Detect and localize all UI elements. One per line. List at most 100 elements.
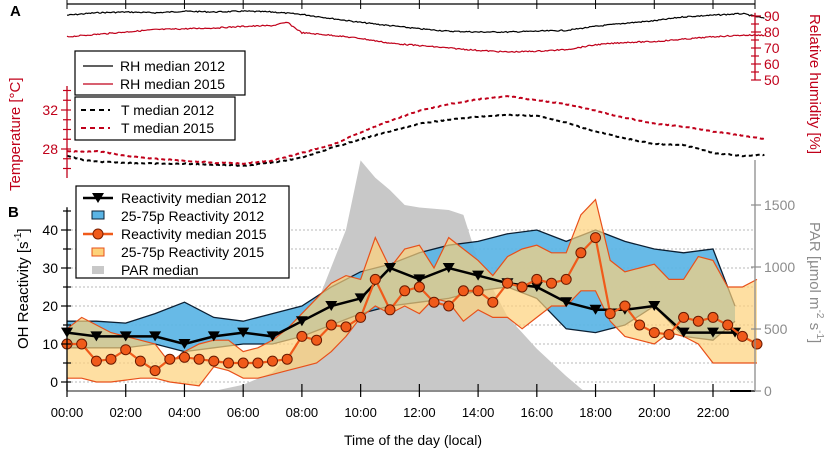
panel-b-axes: 0 10 20 30 40 00:00 02:00 04:00 06:00 08:00 10:00 1… [42,160,795,420]
median-2015-marker [355,311,367,323]
median-2012-marker [354,293,367,304]
median-2015-marker [179,351,190,363]
median-2012-marker [589,304,602,315]
median-2015-marker [134,355,146,367]
legend-item-band-2012: 25-75p Reactivity 2012 [91,208,264,224]
legend-item-par: PAR median [92,262,199,278]
median-2015-marker [472,285,484,297]
temperature-series [66,95,765,167]
x-axis-label: Time of the day (local) [344,432,482,448]
legend-t-2015: T median 2015 [121,120,214,136]
median-2012-marker [178,339,191,349]
median-2015-marker [634,319,646,331]
legend-label: 25-75p Reactivity 2015 [121,244,264,260]
median-2012-marker [442,263,455,273]
median-2015-marker [208,355,220,367]
median-2015-marker [604,308,616,320]
oh-reactivity-axis-label: OH Reactivity [s-1] [13,228,32,349]
temperature-tick-label: 28 [42,141,58,157]
legend-label: Reactivity median 2015 [121,226,267,242]
median-2015-marker [443,300,455,312]
legend-t-2012: T median 2012 [121,102,214,118]
median-2015-marker [267,355,278,367]
band-2015 [67,199,757,386]
median-lines [61,232,763,377]
median-2012-marker [149,331,162,342]
median-2015-marker [722,319,734,331]
median-2015-marker [663,329,675,340]
par-tick-label: 0 [764,383,772,399]
median-2012-marker [90,331,103,342]
reactivity-tick-label: 10 [42,336,58,352]
legend-rh-2015: RH median 2015 [120,76,225,92]
panel-a-label: A [10,3,21,20]
rh-median-2015-line [66,21,765,53]
median-2012-marker [413,274,426,285]
median-2012-marker [530,282,543,292]
legend-item-median-2015: Reactivity median 2015 [83,226,267,242]
median-2015-marker [678,311,690,323]
reactivity-tick-label: 20 [42,298,58,314]
panel-b: B 0 10 20 30 40 00:00 02:00 04:00 06:00 08:00 10:0… [8,160,825,448]
median-2015-marker [457,285,469,297]
median-2015-marker [648,327,660,339]
median-2015-marker [296,330,308,342]
median-2015-marker [751,338,763,350]
median-2015-marker [223,357,234,369]
par-tick-label: 1500 [764,197,795,213]
median-2012-marker [729,327,742,338]
legend-item-band-2015: 25-75p Reactivity 2015 [91,244,264,260]
x-tick-label: 16:00 [521,405,554,420]
x-tick-label: 12:00 [403,405,436,420]
par-tick-label: 1000 [764,259,795,275]
legend-temperature: T median 2012 T median 2015 [74,96,236,141]
reactivity-tick-label: 30 [42,260,58,276]
temperature-axis: 28 32 [42,86,71,178]
par-tick-label: 500 [764,321,788,337]
rh-series [66,10,765,53]
rh-axis-label: Relative humidity [%] [806,14,823,154]
par-axis-label: PAR [µmol m-2 s-1] [806,222,825,343]
rh-tick-label: 70 [764,40,780,56]
x-tick-label: 18:00 [579,405,612,420]
median-2012-marker [472,270,485,281]
median-2015-marker [90,355,102,367]
legend-item-median-2012: Reactivity median 2012 [83,190,267,206]
median-2015-marker [502,277,513,289]
median-2015-marker [413,281,425,293]
temperature-axis-label: Temperature [°C] [7,77,24,191]
median-2015-marker [590,232,601,244]
median-2015-marker [516,281,528,293]
x-tick-label: 00:00 [51,405,84,420]
median-2015-marker [531,273,543,285]
median-2012-marker [707,327,719,338]
median-2015-marker [428,296,440,308]
median-2015-marker [164,353,176,365]
x-tick-label: 14:00 [462,405,495,420]
x-tick-label: 22:00 [697,405,730,420]
legend-label: Reactivity median 2012 [121,190,267,206]
x-tick-label: 02:00 [109,405,142,420]
median-2015-marker [76,338,88,350]
median-2015-marker [736,330,748,342]
median-2015-marker [120,344,132,356]
median-2015-marker [311,334,323,346]
x-tick-label: 10:00 [344,405,377,420]
t-median-2012-line [66,113,765,167]
median-2012-line [66,266,735,346]
median-2015-marker [707,311,719,323]
median-2012-marker [325,301,338,311]
median-2012-marker [560,297,573,308]
median-2015-marker [252,357,264,369]
legend-rh-2012: RH median 2012 [120,58,225,74]
median-2015-marker [619,300,631,312]
median-2015-marker [149,365,161,377]
band-2015-lower-edge [67,290,757,387]
legend-label: PAR median [121,262,199,278]
median-2015-marker [281,353,293,365]
x-tick-label: 08:00 [286,405,319,420]
median-2015-marker [546,277,557,289]
median-2012-marker [384,263,396,273]
